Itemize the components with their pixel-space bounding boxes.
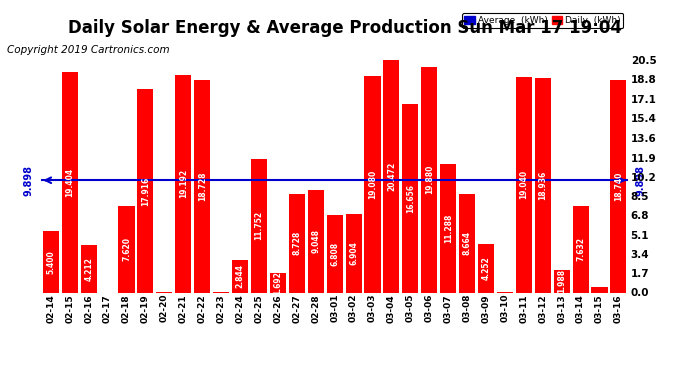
Bar xyxy=(137,89,153,292)
Bar xyxy=(573,206,589,292)
Text: 7.620: 7.620 xyxy=(122,237,131,261)
Text: 18.728: 18.728 xyxy=(198,171,207,201)
Text: Daily Solar Energy & Average Production Sun Mar 17 19:04: Daily Solar Energy & Average Production … xyxy=(68,19,622,37)
Bar xyxy=(194,80,210,292)
Bar xyxy=(535,78,551,292)
Bar xyxy=(402,104,418,292)
Text: 9.898: 9.898 xyxy=(23,165,33,196)
Text: 1.988: 1.988 xyxy=(558,269,566,293)
Text: 19.192: 19.192 xyxy=(179,169,188,198)
Bar xyxy=(289,194,305,292)
Bar xyxy=(81,245,97,292)
Text: 7.632: 7.632 xyxy=(576,237,585,261)
Bar xyxy=(459,194,475,292)
Text: 2.844: 2.844 xyxy=(235,264,244,288)
Text: 19.040: 19.040 xyxy=(520,170,529,199)
Bar xyxy=(43,231,59,292)
Bar xyxy=(251,159,267,292)
Text: 18.740: 18.740 xyxy=(614,171,623,201)
Text: 9.048: 9.048 xyxy=(311,229,320,253)
Bar xyxy=(326,215,343,292)
Text: 4.212: 4.212 xyxy=(84,256,93,280)
Text: 11.288: 11.288 xyxy=(444,214,453,243)
Text: 16.656: 16.656 xyxy=(406,183,415,213)
Text: 5.400: 5.400 xyxy=(46,250,55,274)
Text: Copyright 2019 Cartronics.com: Copyright 2019 Cartronics.com xyxy=(7,45,170,55)
Text: 8.664: 8.664 xyxy=(462,231,471,255)
Text: 19.080: 19.080 xyxy=(368,170,377,199)
Bar xyxy=(346,214,362,292)
Bar xyxy=(516,76,532,292)
Text: 4.252: 4.252 xyxy=(482,256,491,280)
Text: 6.808: 6.808 xyxy=(330,242,339,266)
Bar xyxy=(440,165,456,292)
Text: 17.916: 17.916 xyxy=(141,176,150,206)
Bar xyxy=(270,273,286,292)
Text: 1.692: 1.692 xyxy=(273,271,282,295)
Text: 19.880: 19.880 xyxy=(425,165,434,195)
Bar xyxy=(421,67,437,292)
Bar xyxy=(232,260,248,292)
Text: 11.752: 11.752 xyxy=(255,211,264,240)
Bar xyxy=(61,72,78,292)
Text: 19.404: 19.404 xyxy=(66,168,75,197)
Bar xyxy=(478,244,494,292)
Text: 6.904: 6.904 xyxy=(349,242,358,265)
Text: 9.898: 9.898 xyxy=(635,165,645,196)
Bar xyxy=(553,270,570,292)
Bar xyxy=(384,60,400,292)
Bar xyxy=(308,190,324,292)
Bar xyxy=(175,75,191,292)
Bar xyxy=(591,287,608,292)
Text: 20.472: 20.472 xyxy=(387,162,396,191)
Text: 8.728: 8.728 xyxy=(293,231,302,255)
Text: 18.936: 18.936 xyxy=(538,171,547,200)
Bar xyxy=(364,76,380,292)
Bar xyxy=(119,206,135,292)
Legend: Average  (kWh), Daily  (kWh): Average (kWh), Daily (kWh) xyxy=(462,13,623,28)
Bar xyxy=(611,80,627,292)
